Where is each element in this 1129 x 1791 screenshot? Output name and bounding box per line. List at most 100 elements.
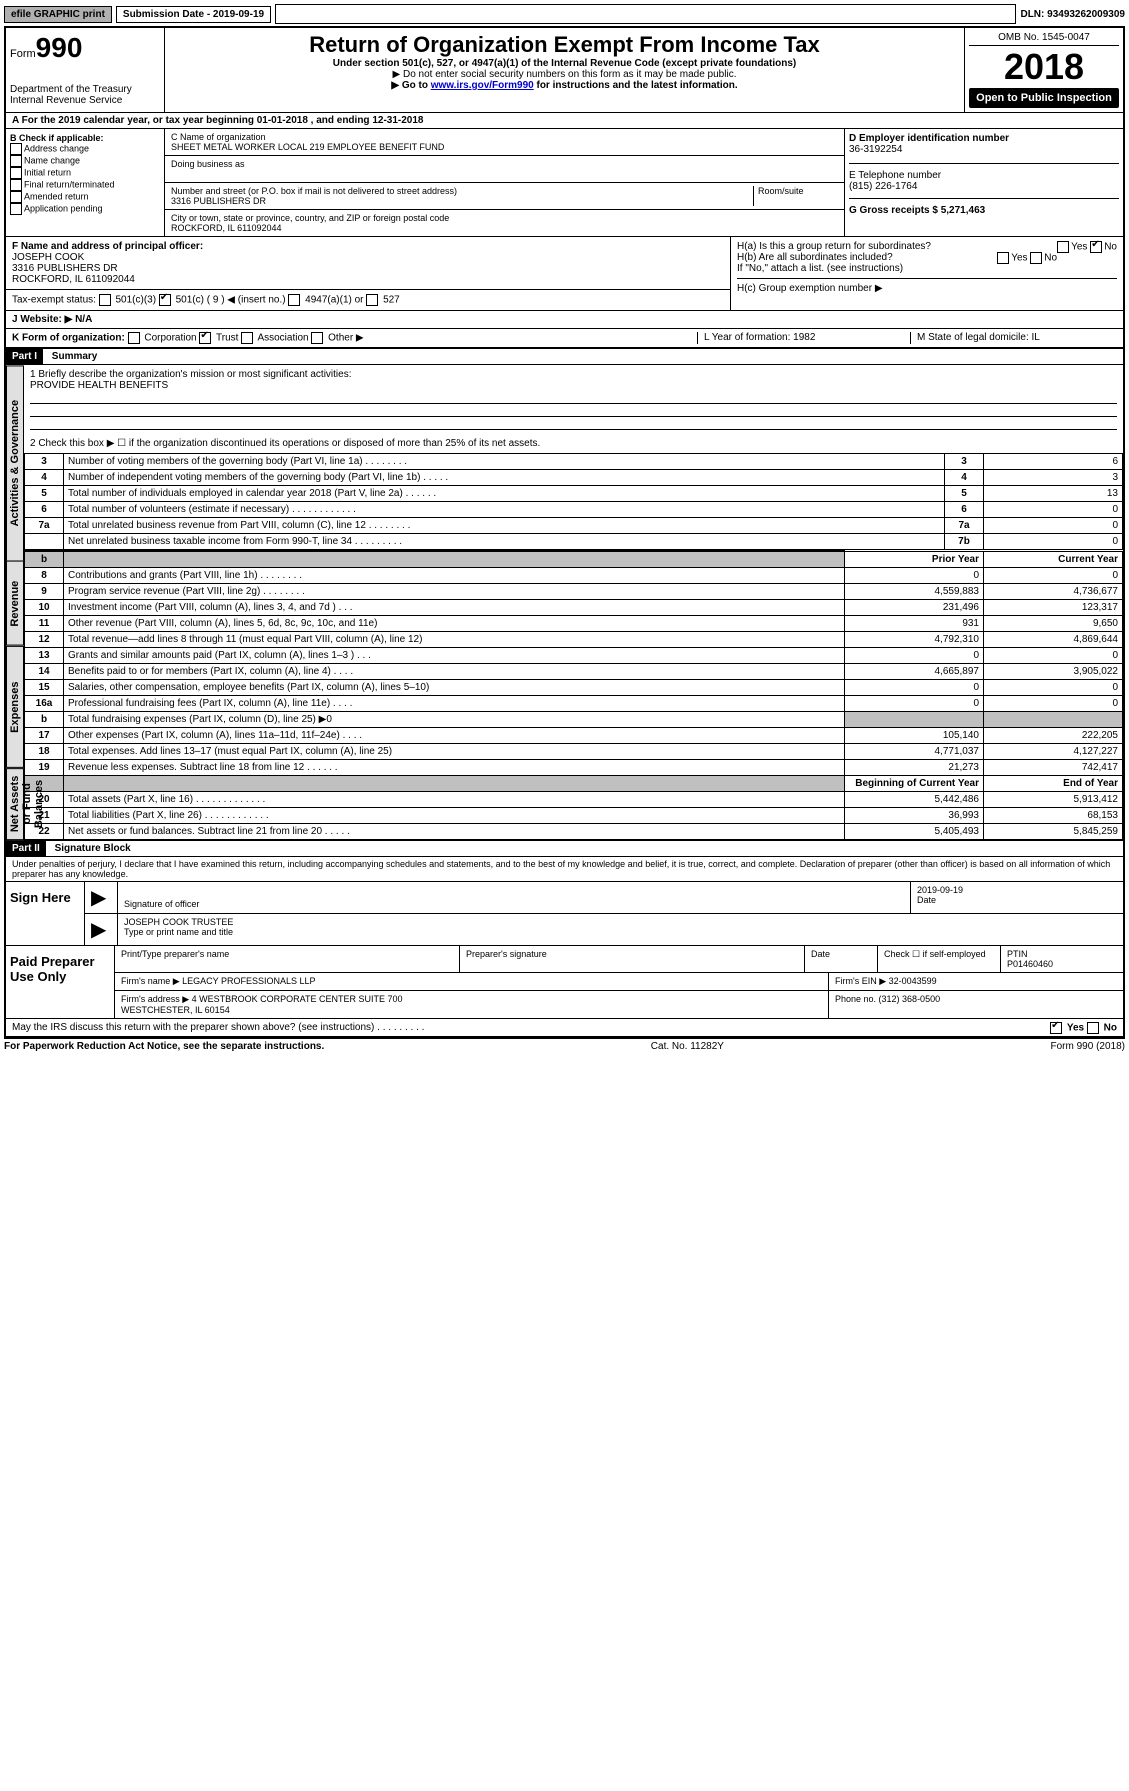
tab-expenses: Expenses — [6, 646, 24, 768]
city-label: City or town, state or province, country… — [171, 213, 838, 223]
h-a: H(a) Is this a group return for subordin… — [737, 241, 1117, 252]
chk-app-pending[interactable]: Application pending — [10, 203, 160, 215]
tab-net-assets: Net Assets or Fund Balances — [6, 768, 24, 840]
box-l: L Year of formation: 1982 — [697, 332, 910, 344]
chk-501c3[interactable] — [99, 294, 111, 306]
col-hdr-row: b Prior Year Current Year — [25, 551, 1123, 568]
part-1-header: Part I Summary — [6, 348, 1123, 365]
table-row: 4Number of independent voting members of… — [25, 470, 1123, 486]
table-row: 3Number of voting members of the governi… — [25, 454, 1123, 470]
officer-name: JOSEPH COOK — [12, 252, 724, 263]
chk-address-change[interactable]: Address change — [10, 143, 160, 155]
goto-post: for instructions and the latest informat… — [534, 80, 738, 91]
ein-label: D Employer identification number — [849, 133, 1119, 144]
sig-arrow-icon: ▶ — [85, 882, 118, 913]
discuss-yes[interactable] — [1050, 1022, 1062, 1034]
efile-print-button[interactable]: efile GRAPHIC print — [4, 6, 112, 23]
table-row: 20Total assets (Part X, line 16) . . . .… — [25, 792, 1123, 808]
chk-4947[interactable] — [288, 294, 300, 306]
phone-label: E Telephone number — [849, 170, 1119, 181]
sign-here-block: Sign Here ▶ Signature of officer 2019-09… — [6, 881, 1123, 945]
tax-year: 2018 — [969, 46, 1119, 88]
sig-date-label: Date — [917, 895, 1117, 905]
sig-name-label: Type or print name and title — [124, 927, 1117, 937]
city-value: ROCKFORD, IL 611092044 — [171, 223, 838, 233]
firm-name: LEGACY PROFESSIONALS LLP — [182, 976, 315, 986]
table-row: 9Program service revenue (Part VIII, lin… — [25, 584, 1123, 600]
room-label: Room/suite — [753, 186, 838, 206]
box-f-label: F Name and address of principal officer: — [12, 241, 724, 252]
ptin-value: P01460460 — [1007, 959, 1117, 969]
chk-assoc[interactable] — [241, 332, 253, 344]
prep-sig-label: Preparer's signature — [460, 946, 805, 972]
box-b: B Check if applicable: Address change Na… — [6, 129, 165, 236]
h-b: H(b) Are all subordinates included? Yes … — [737, 252, 1117, 263]
submission-date-box: Submission Date - 2019-09-19 — [116, 6, 271, 23]
form-number: 990 — [36, 32, 83, 63]
summary-section: Activities & Governance Revenue Expenses… — [6, 365, 1123, 840]
box-d-e-g: D Employer identification number 36-3192… — [845, 129, 1123, 236]
ha-yes[interactable] — [1057, 241, 1069, 253]
firm-phone: Phone no. (312) 368-0500 — [829, 991, 1123, 1018]
goto-pre: ▶ Go to — [391, 80, 430, 91]
table-row: 21Total liabilities (Part X, line 26) . … — [25, 808, 1123, 824]
instructions-link[interactable]: www.irs.gov/Form990 — [431, 80, 534, 91]
page-footer: For Paperwork Reduction Act Notice, see … — [4, 1038, 1125, 1052]
box-b-header: B Check if applicable: — [10, 133, 160, 143]
firm-addr-label: Firm's address ▶ — [121, 994, 189, 1004]
prep-date-label: Date — [805, 946, 878, 972]
paid-preparer-label: Paid Preparer Use Only — [6, 946, 115, 1018]
firm-name-label: Firm's name ▶ — [121, 976, 180, 986]
q1-label: 1 Briefly describe the organization's mi… — [30, 369, 1117, 380]
chk-name-change[interactable]: Name change — [10, 155, 160, 167]
summary-main-table: b Prior Year Current Year 8Contributions… — [24, 550, 1123, 840]
identity-section: B Check if applicable: Address change Na… — [6, 129, 1123, 237]
table-row: 14Benefits paid to or for members (Part … — [25, 664, 1123, 680]
table-row: 12Total revenue—add lines 8 through 11 (… — [25, 632, 1123, 648]
form-title: Return of Organization Exempt From Incom… — [175, 32, 954, 58]
dept-irs: Internal Revenue Service — [10, 95, 160, 106]
omb-number: OMB No. 1545-0047 — [969, 32, 1119, 46]
sig-name: JOSEPH COOK TRUSTEE — [124, 917, 1117, 927]
street-address: 3316 PUBLISHERS DR — [171, 196, 753, 206]
discuss-no[interactable] — [1087, 1022, 1099, 1034]
org-name-label: C Name of organization — [171, 132, 838, 142]
subtitle-2: ▶ Do not enter social security numbers o… — [175, 69, 954, 80]
ha-no[interactable] — [1090, 241, 1102, 253]
table-row: 10Investment income (Part VIII, column (… — [25, 600, 1123, 616]
chk-amended[interactable]: Amended return — [10, 191, 160, 203]
hb-yes[interactable] — [997, 252, 1009, 264]
chk-other[interactable] — [311, 332, 323, 344]
dept-treasury: Department of the Treasury — [10, 84, 160, 95]
chk-527[interactable] — [366, 294, 378, 306]
h-c: H(c) Group exemption number ▶ — [737, 278, 1117, 294]
box-k-label: K Form of organization: — [12, 333, 125, 344]
tax-status-label: Tax-exempt status: — [12, 295, 96, 306]
table-row: 8Contributions and grants (Part VIII, li… — [25, 568, 1123, 584]
table-row: 18Total expenses. Add lines 13–17 (must … — [25, 744, 1123, 760]
q2-label: 2 Check this box ▶ ☐ if the organization… — [24, 434, 1123, 453]
chk-trust[interactable] — [199, 332, 211, 344]
ein-value: 36-3192254 — [849, 144, 1119, 155]
officer-section: F Name and address of principal officer:… — [6, 237, 1123, 311]
gross-receipts: G Gross receipts $ 5,271,463 — [849, 199, 1119, 216]
table-row: bTotal fundraising expenses (Part IX, co… — [25, 712, 1123, 728]
chk-initial-return[interactable]: Initial return — [10, 167, 160, 179]
prep-name-label: Print/Type preparer's name — [115, 946, 460, 972]
table-row: 6Total number of volunteers (estimate if… — [25, 502, 1123, 518]
hb-no[interactable] — [1030, 252, 1042, 264]
table-row: 19Revenue less expenses. Subtract line 1… — [25, 760, 1123, 776]
chk-corp[interactable] — [128, 332, 140, 344]
open-public-badge: Open to Public Inspection — [969, 88, 1119, 108]
chk-final-return[interactable]: Final return/terminated — [10, 179, 160, 191]
prep-self-emp: Check ☐ if self-employed — [878, 946, 1001, 972]
period-a: A For the 2019 calendar year, or tax yea… — [6, 113, 1123, 129]
discuss-row: May the IRS discuss this return with the… — [6, 1018, 1123, 1036]
table-row: 5Total number of individuals employed in… — [25, 486, 1123, 502]
paid-preparer-block: Paid Preparer Use Only Print/Type prepar… — [6, 945, 1123, 1018]
sign-here-label: Sign Here — [6, 882, 85, 945]
table-row: 7aTotal unrelated business revenue from … — [25, 518, 1123, 534]
chk-501c[interactable] — [159, 294, 171, 306]
sig-arrow-icon-2: ▶ — [85, 914, 118, 945]
top-bar: efile GRAPHIC print Submission Date - 20… — [4, 4, 1125, 24]
